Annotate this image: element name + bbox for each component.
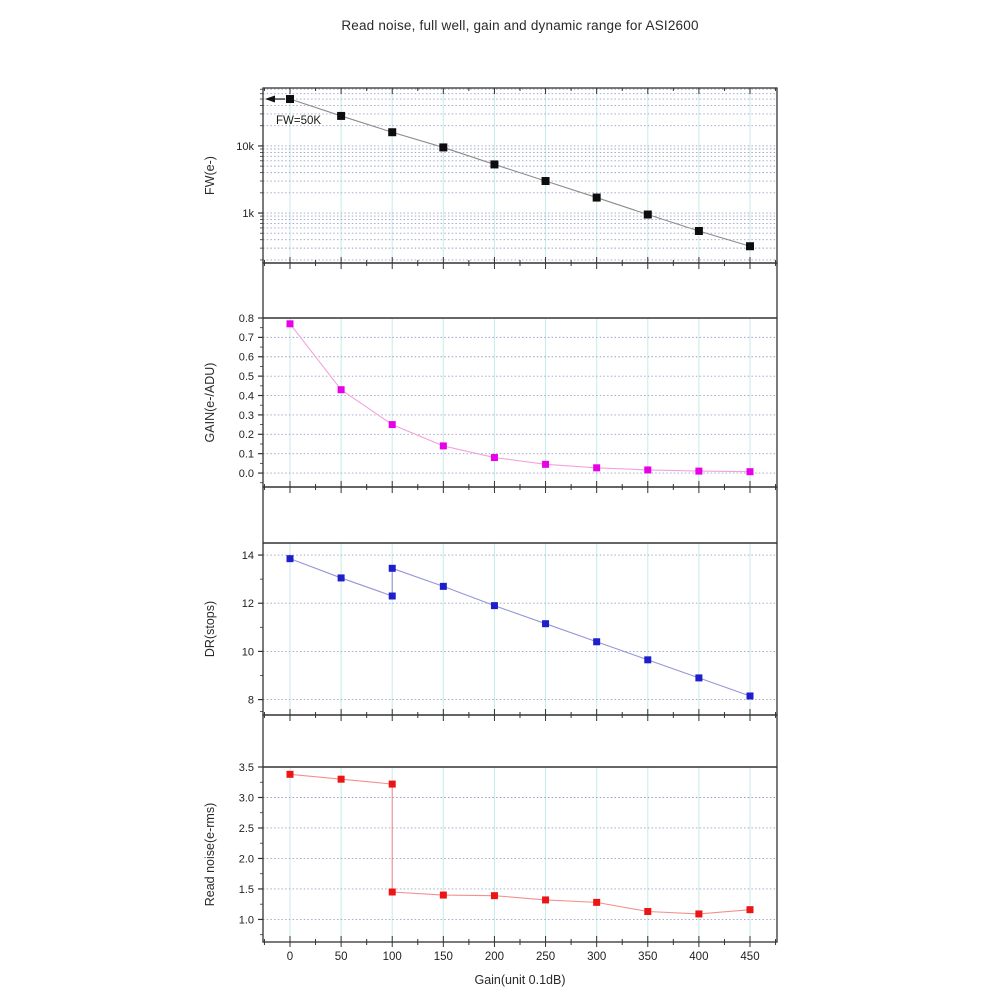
data-point [593,638,601,646]
full-well-line [289,98,751,247]
y-tick-label: 1.5 [239,884,254,896]
data-point [286,555,294,563]
data-point [644,656,652,664]
y-axis-title: DR(stops) [203,601,217,657]
y-tick-label: 2.5 [239,823,254,835]
data-point [542,620,550,628]
data-point [593,898,601,906]
y-tick-label: 3.5 [239,762,254,774]
x-tick-label: 100 [383,951,402,963]
data-point [694,226,703,235]
y-tick-label: 0.4 [239,390,254,402]
y-tick-label: 0.2 [239,429,254,441]
data-point [746,692,754,700]
annotation-arrowhead [265,95,275,103]
data-point [337,574,345,582]
data-point [490,602,498,610]
data-point [643,210,652,219]
data-point [542,896,550,904]
dynamic-range-panel: 14 12 10 8 DR(stops) [203,486,778,716]
x-tick-label: 450 [740,951,759,963]
x-tick-label: 150 [434,951,453,963]
data-point [746,906,754,914]
data-point [286,770,294,778]
data-point [388,564,396,572]
data-point [439,891,447,899]
data-point [286,320,294,328]
data-point [490,892,498,900]
y-tick-label: 10 [242,646,254,658]
y-tick-label: 0.7 [239,332,254,344]
x-tick-label: 250 [536,951,555,963]
x-tick-label: 300 [587,951,606,963]
y-axis-title: Read noise(e-rms) [203,803,217,907]
y-tick-label: 14 [242,550,254,562]
gain-panel: 0.8 0.7 0.6 0.5 0.4 0.3 0.2 0.1 0.0 GAIN(e-/ADU) [203,262,778,488]
y-tick-label: 12 [242,598,254,610]
data-point [644,466,652,474]
data-point [695,910,703,918]
data-point [439,582,447,590]
x-tick-label: 50 [335,951,348,963]
x-tick-label: 400 [689,951,708,963]
data-point [490,160,499,169]
x-axis-title: Gain(unit 0.1dB) [474,973,565,987]
chart-title: Read noise, full well, gain and dynamic … [341,18,699,33]
data-point [644,908,652,916]
data-point [593,464,601,472]
y-tick-label: 0.8 [239,313,254,325]
y-tick-label: 0.1 [239,449,254,461]
x-tick-label: 350 [638,951,657,963]
y-tick-label: 2.0 [239,853,254,865]
data-point [746,242,754,251]
data-point [388,128,397,137]
y-tick-label: 0.6 [239,352,254,364]
data-point [388,592,396,600]
data-point [439,143,448,152]
data-point [337,775,345,783]
y-tick-label: 3.0 [239,792,254,804]
dynamic-range-line [289,558,751,697]
data-point [592,193,601,202]
data-point [541,177,550,186]
y-tick-label: 0.5 [239,371,254,383]
x-tick-label: 0 [287,951,293,963]
data-point [388,421,396,429]
annotation-text: FW=50K [276,115,321,127]
y-tick-label: 10k [236,141,254,153]
y-tick-label: 1k [242,208,254,220]
y-axis-title: FW(e-) [203,156,217,195]
data-point [695,467,703,475]
y-axis-title: GAIN(e-/ADU) [203,363,217,443]
data-point [439,442,447,450]
data-point [542,460,550,468]
read-noise-line [289,773,751,915]
y-tick-label: 1.0 [239,914,254,926]
read-noise-panel: 3.5 3.0 2.5 2.0 1.5 1.0 Read noise(e-rms) [203,714,778,947]
y-tick-label: 0.3 [239,410,254,422]
data-point [388,888,396,896]
data-point [490,454,498,462]
full-well-panel: 10k 1k FW(e-) FW=50K [203,87,778,264]
y-tick-label: 0.0 [239,468,254,480]
data-point [388,780,396,788]
data-point [337,111,346,120]
data-point [286,95,294,104]
gain-line [289,323,751,473]
y-tick-label: 8 [248,694,254,706]
data-point [337,386,345,394]
data-point [695,674,703,682]
x-axis: 0 50 100 150 200 250 300 350 400 450 Gain(unit 0.1… [287,951,760,987]
x-tick-label: 200 [485,951,504,963]
data-point [746,468,754,476]
panel-frame [262,714,778,943]
